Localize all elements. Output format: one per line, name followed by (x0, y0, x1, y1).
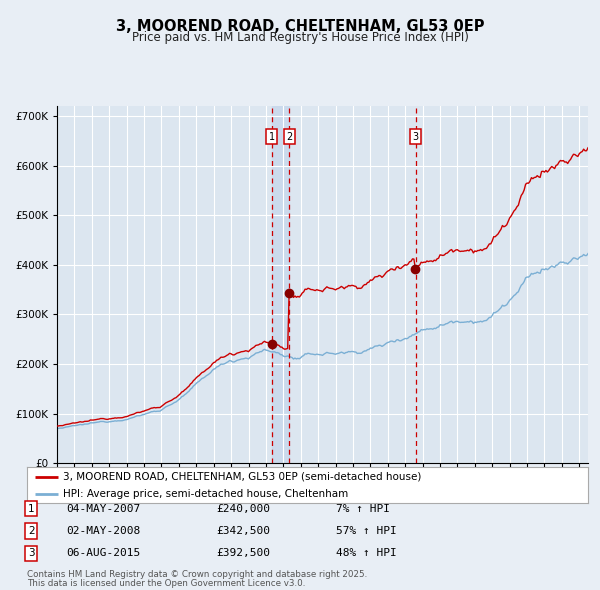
Text: 3, MOOREND ROAD, CHELTENHAM, GL53 0EP: 3, MOOREND ROAD, CHELTENHAM, GL53 0EP (116, 19, 484, 34)
Text: 7% ↑ HPI: 7% ↑ HPI (336, 504, 390, 513)
Text: 06-AUG-2015: 06-AUG-2015 (66, 549, 140, 558)
Text: 1: 1 (269, 132, 275, 142)
Bar (272, 106, 289, 463)
Text: £392,500: £392,500 (216, 549, 270, 558)
Text: Price paid vs. HM Land Registry's House Price Index (HPI): Price paid vs. HM Land Registry's House … (131, 31, 469, 44)
Text: 2: 2 (28, 526, 35, 536)
Text: 48% ↑ HPI: 48% ↑ HPI (336, 549, 397, 558)
Text: Contains HM Land Registry data © Crown copyright and database right 2025.: Contains HM Land Registry data © Crown c… (27, 570, 367, 579)
Text: 57% ↑ HPI: 57% ↑ HPI (336, 526, 397, 536)
Text: £342,500: £342,500 (216, 526, 270, 536)
Text: 02-MAY-2008: 02-MAY-2008 (66, 526, 140, 536)
Text: 3: 3 (28, 549, 35, 558)
Text: This data is licensed under the Open Government Licence v3.0.: This data is licensed under the Open Gov… (27, 579, 305, 588)
Text: 3: 3 (413, 132, 419, 142)
Text: 1: 1 (28, 504, 35, 513)
Text: 04-MAY-2007: 04-MAY-2007 (66, 504, 140, 513)
Text: 3, MOOREND ROAD, CHELTENHAM, GL53 0EP (semi-detached house): 3, MOOREND ROAD, CHELTENHAM, GL53 0EP (s… (64, 472, 422, 482)
Text: 2: 2 (286, 132, 292, 142)
Text: £240,000: £240,000 (216, 504, 270, 513)
Text: HPI: Average price, semi-detached house, Cheltenham: HPI: Average price, semi-detached house,… (64, 489, 349, 499)
